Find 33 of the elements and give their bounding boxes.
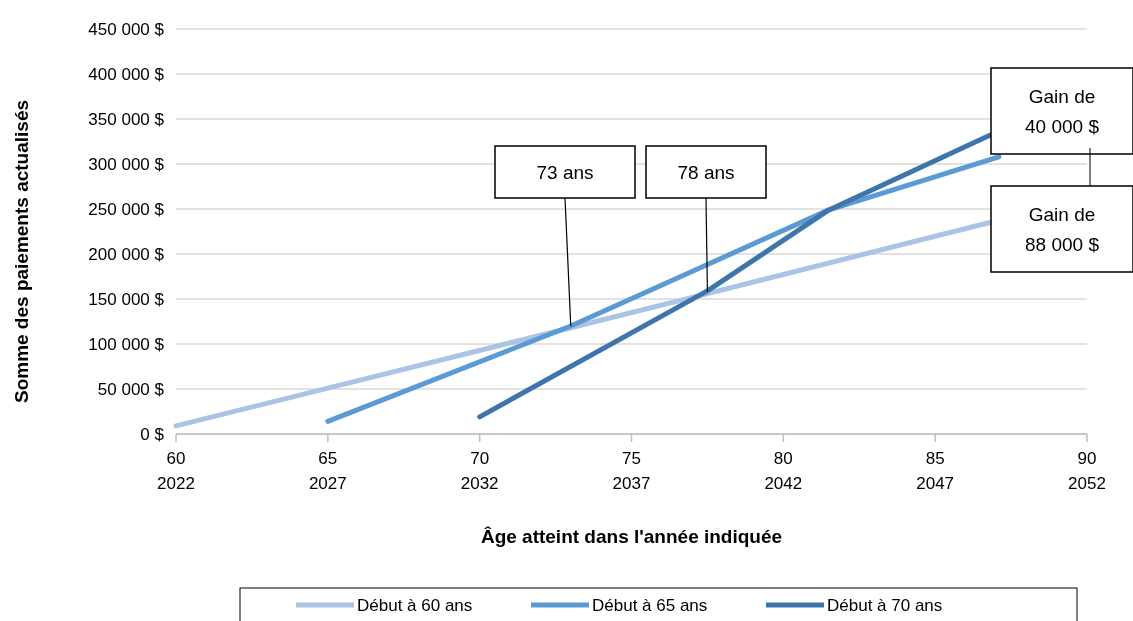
legend-label: Début à 65 ans <box>592 596 708 615</box>
x2-tick-label: 2032 <box>460 474 499 493</box>
x-tick-label: 70 <box>470 449 490 468</box>
x2-tick-label: 2037 <box>612 474 651 493</box>
legend-label: Début à 60 ans <box>357 596 473 615</box>
legend-label: Début à 70 ans <box>827 596 943 615</box>
x-tick-label: 90 <box>1077 449 1097 468</box>
x-axis-title: Âge atteint dans l'année indiquée <box>480 526 783 547</box>
x2-tick-label: 2047 <box>916 474 955 493</box>
annotation: 78 ans <box>677 162 735 183</box>
x2-tick-label: 2052 <box>1068 474 1106 493</box>
y-tick-label: 200 000 $ <box>88 244 165 264</box>
y-tick-label: 350 000 $ <box>88 109 165 129</box>
y-tick-label: 400 000 $ <box>88 64 165 84</box>
y-tick-label: 100 000 $ <box>88 334 165 354</box>
x2-tick-label: 2027 <box>308 474 347 493</box>
y-tick-label: 300 000 $ <box>88 154 165 174</box>
x-tick-label: 60 <box>166 449 186 468</box>
annotation: 73 ans <box>536 162 594 183</box>
x2-tick-label: 2022 <box>157 474 195 493</box>
x-tick-label: 85 <box>925 449 945 468</box>
y-tick-label: 50 000 $ <box>97 379 165 399</box>
y-tick-label: 150 000 $ <box>88 289 165 309</box>
x-tick-label: 80 <box>773 449 793 468</box>
x-tick-label: 65 <box>318 449 338 468</box>
y-axis-title: Somme des paiements actualisés <box>11 99 32 404</box>
annotation: Gain de 88 000 $ <box>1025 204 1100 255</box>
annotation: Gain de 40 000 $ <box>1025 86 1100 137</box>
y-tick-label: 450 000 $ <box>88 19 165 39</box>
y-tick-label: 0 $ <box>140 424 165 444</box>
x-tick-label: 75 <box>622 449 641 468</box>
y-tick-label: 250 000 $ <box>88 199 165 219</box>
x2-tick-label: 2042 <box>764 474 803 493</box>
